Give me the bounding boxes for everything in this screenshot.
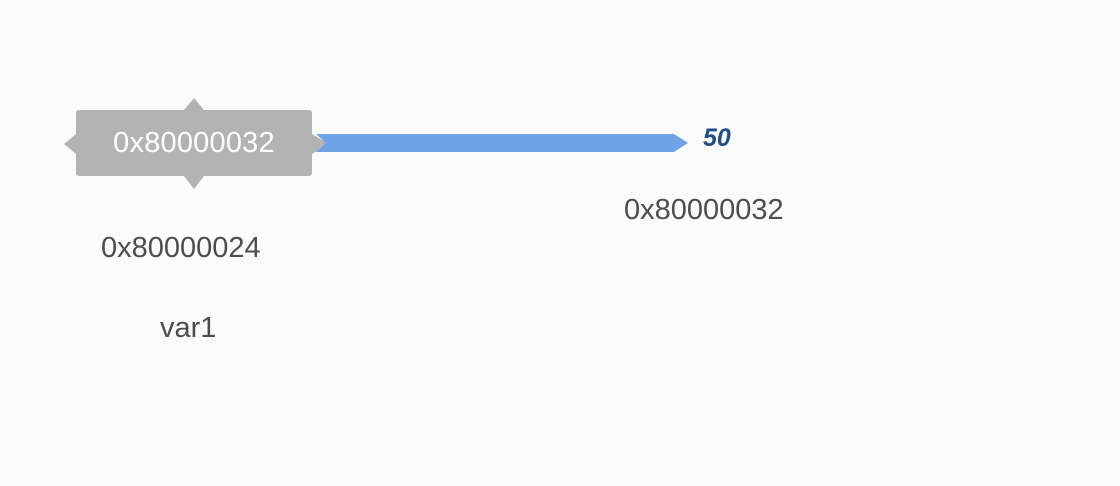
pointer-box-shape — [64, 98, 329, 189]
pointer-address-label: 0x80000024 — [101, 232, 261, 264]
target-value: 50 — [703, 124, 731, 152]
target-address-label: 0x80000032 — [624, 194, 784, 226]
pointer-arrow — [316, 134, 688, 152]
variable-name-label: var1 — [160, 312, 217, 344]
pointer-variable-box: 0x80000032 — [62, 96, 332, 192]
pointer-value: 0x80000032 — [113, 126, 275, 159]
